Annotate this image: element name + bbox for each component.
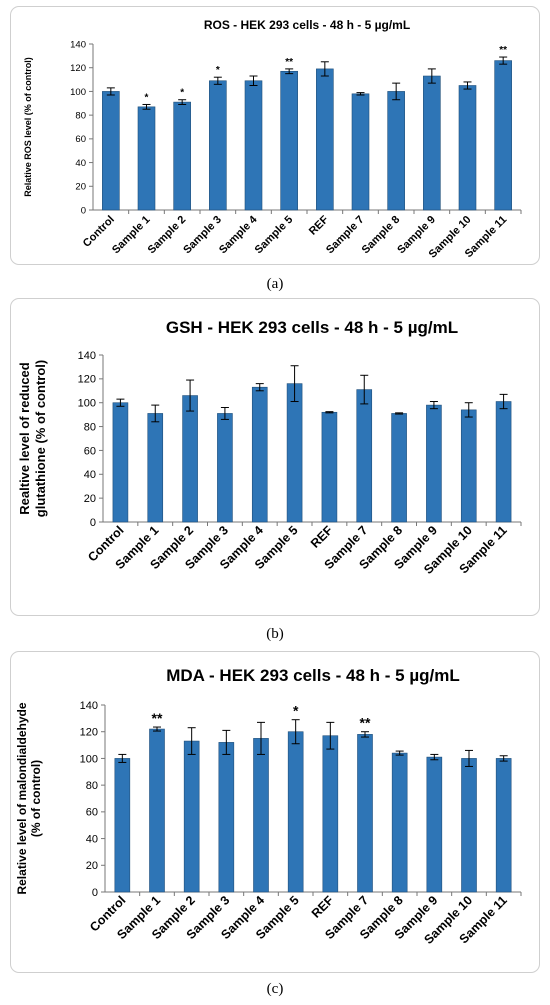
y-tick-label: 60 xyxy=(84,445,96,457)
x-category-label: Sample 7 xyxy=(324,214,367,257)
y-tick-label: 100 xyxy=(80,753,98,765)
bar xyxy=(137,106,156,211)
bar xyxy=(112,402,129,523)
x-category-label: Sample 5 xyxy=(253,214,296,257)
chart-title: ROS - HEK 293 cells - 48 h - 5 µg/mL xyxy=(204,18,410,32)
y-tick-label: 80 xyxy=(86,780,98,792)
bar xyxy=(495,758,512,893)
y-tick-label: 140 xyxy=(70,39,86,50)
bar xyxy=(251,386,268,523)
bar xyxy=(387,91,405,211)
bar xyxy=(102,91,120,211)
bar xyxy=(280,70,298,211)
chart-panel-ros: ROS - HEK 293 cells - 48 h - 5 µg/mL Rela… xyxy=(10,6,540,265)
y-axis-label-line: Relative ROS level (% of control) xyxy=(23,57,33,197)
bar xyxy=(391,752,408,893)
bar xyxy=(244,80,263,211)
y-tick-label: 0 xyxy=(81,205,86,216)
bar xyxy=(316,68,334,211)
significance-marker: * xyxy=(293,703,299,719)
y-tick-label: 40 xyxy=(86,833,98,845)
bar xyxy=(217,413,233,523)
y-axis-label: Relative ROS level (% of control) xyxy=(23,57,33,197)
bar xyxy=(286,383,303,523)
bar xyxy=(460,409,477,523)
bar xyxy=(183,740,200,893)
y-axis-label-line: Relative level of malondialdehyde xyxy=(15,702,29,894)
x-category-label: Sample 1 xyxy=(110,214,153,257)
y-tick-label: 20 xyxy=(75,182,86,193)
y-axis-label-line: glutathione (% of control) xyxy=(33,360,48,517)
x-category-label: REF xyxy=(308,523,336,551)
significance-marker: ** xyxy=(360,715,371,731)
y-tick-label: 80 xyxy=(75,110,86,121)
y-tick-label: 0 xyxy=(92,887,98,899)
bar xyxy=(321,411,338,523)
bar xyxy=(114,758,131,893)
significance-marker: * xyxy=(145,92,149,103)
bar xyxy=(357,734,373,893)
y-tick-label: 20 xyxy=(84,493,96,505)
bar xyxy=(426,404,442,523)
y-tick-label: 120 xyxy=(70,63,86,74)
y-tick-label: 0 xyxy=(90,517,96,529)
x-category-label: Sample 2 xyxy=(146,214,189,257)
x-category-label: Sample 3 xyxy=(181,214,224,257)
bar xyxy=(322,735,339,893)
caption-a: (a) xyxy=(266,276,284,292)
y-tick-label: 60 xyxy=(75,134,86,145)
y-tick-label: 20 xyxy=(86,860,98,872)
significance-marker: * xyxy=(180,88,184,99)
y-tick-label: 140 xyxy=(78,350,96,362)
x-category-label: REF xyxy=(309,893,337,921)
bar xyxy=(351,93,370,211)
bar xyxy=(149,728,165,893)
bar xyxy=(356,389,373,523)
bar xyxy=(495,401,512,523)
y-tick-label: 80 xyxy=(84,421,96,433)
y-axis-label: Realtive level of reducedglutathione (% … xyxy=(17,360,48,517)
chart-gsh: GSH - HEK 293 cells - 48 h - 5 µg/mL Real… xyxy=(17,318,522,577)
y-tick-label: 60 xyxy=(86,807,98,819)
bar xyxy=(218,742,235,893)
bar xyxy=(147,413,164,523)
y-tick-label: 100 xyxy=(70,87,86,98)
x-category-label: Control xyxy=(81,214,117,250)
bar xyxy=(494,60,512,211)
bar xyxy=(391,413,407,523)
y-tick-label: 40 xyxy=(75,158,86,169)
chart-panel-gsh: GSH - HEK 293 cells - 48 h - 5 µg/mL Real… xyxy=(10,298,540,616)
y-tick-label: 140 xyxy=(80,700,98,712)
bar xyxy=(253,738,269,893)
caption-b: (b) xyxy=(266,626,284,642)
bar xyxy=(426,756,443,893)
significance-marker: ** xyxy=(152,710,163,726)
chart-title: MDA - HEK 293 cells - 48 h - 5 µg/mL xyxy=(166,666,460,685)
bar xyxy=(461,758,477,893)
bar xyxy=(423,75,441,211)
y-tick-label: 120 xyxy=(80,727,98,739)
y-axis-label-line: Realtive level of reduced xyxy=(17,362,32,515)
caption-c: (c) xyxy=(266,981,284,997)
chart-panel-mda: MDA - HEK 293 cells - 48 h - 5 µg/mL Rela… xyxy=(10,651,540,973)
y-tick-label: 120 xyxy=(78,374,96,386)
bar xyxy=(458,85,477,211)
chart-ros: ROS - HEK 293 cells - 48 h - 5 µg/mL Rela… xyxy=(23,18,522,261)
x-category-label: REF xyxy=(307,213,331,237)
chart-mda: MDA - HEK 293 cells - 48 h - 5 µg/mL Rela… xyxy=(15,666,522,947)
y-axis-label-line: (% of control) xyxy=(29,760,43,837)
bar xyxy=(182,395,198,523)
y-tick-label: 40 xyxy=(84,469,96,481)
x-category-label: Sample 8 xyxy=(360,214,403,257)
y-axis-label: Relative level of malondialdehyde(% of c… xyxy=(15,702,43,894)
bar xyxy=(173,101,191,211)
significance-marker: * xyxy=(216,65,220,76)
y-tick-label: 100 xyxy=(78,398,96,410)
significance-marker: ** xyxy=(499,45,507,56)
chart-title: GSH - HEK 293 cells - 48 h - 5 µg/mL xyxy=(166,318,458,337)
bar xyxy=(287,731,304,893)
significance-marker: ** xyxy=(285,57,293,68)
bar xyxy=(209,80,227,211)
